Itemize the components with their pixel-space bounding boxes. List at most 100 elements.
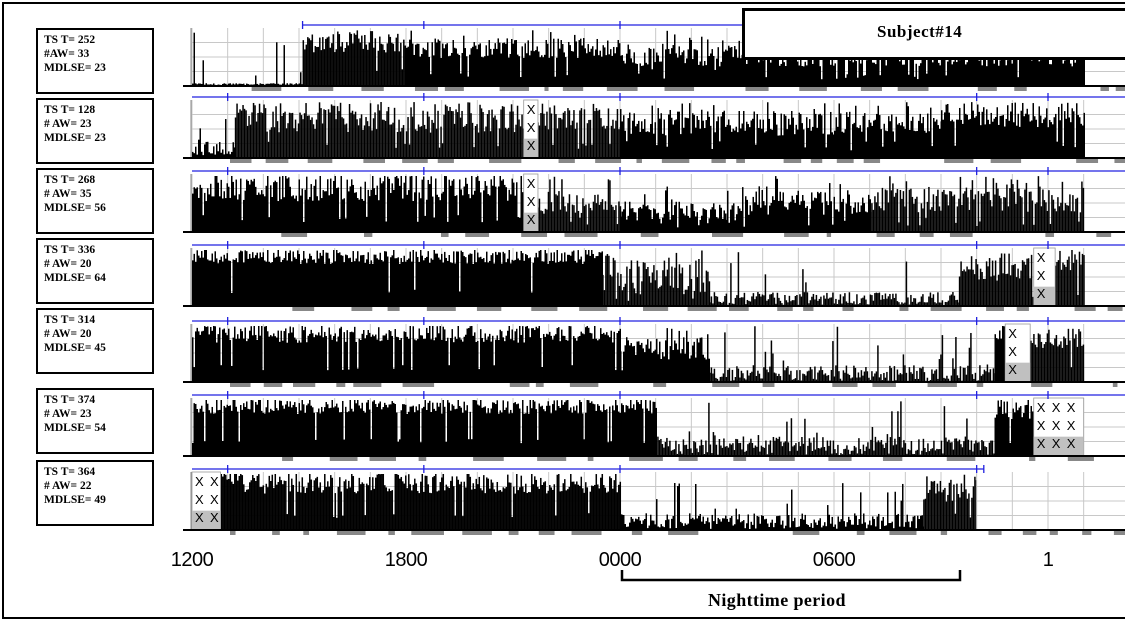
activity-bar: [899, 189, 902, 232]
activity-bar: [351, 179, 353, 232]
activity-bar: [420, 481, 422, 530]
activity-bar: [816, 524, 818, 530]
activity-bar: [443, 48, 445, 86]
sleep-marker: [863, 159, 881, 163]
activity-bar: [741, 449, 743, 456]
activity-bar: [860, 205, 862, 232]
activity-bar: [358, 477, 361, 530]
activity-bar: [271, 83, 273, 86]
activity-bar: [882, 516, 884, 530]
activity-bar: [942, 119, 944, 158]
activity-bar: [666, 186, 668, 232]
activity-bar: [704, 291, 706, 306]
activity-bar: [671, 117, 673, 158]
activity-bar: [791, 110, 793, 158]
activity-bar: [864, 450, 866, 456]
sleep-marker: [832, 383, 858, 387]
activity-bar: [490, 408, 492, 456]
activity-bar: [268, 412, 270, 456]
activity-bar: [665, 340, 667, 382]
activity-bar: [289, 491, 292, 530]
activity-bar: [279, 476, 281, 530]
activity-bar: [839, 521, 841, 530]
activity-bar: [965, 374, 968, 382]
activity-bar: [274, 474, 277, 530]
activity-bar: [824, 522, 826, 530]
activity-bar: [761, 56, 763, 86]
activity-bar: [920, 515, 922, 530]
activity-bar: [871, 203, 873, 232]
activity-bar: [304, 258, 306, 306]
activity-bar: [442, 43, 444, 86]
activity-bar: [647, 266, 649, 306]
activity-bar: [620, 216, 622, 232]
sleep-marker: [736, 159, 745, 163]
activity-bar: [693, 341, 695, 382]
activity-bar: [666, 146, 668, 158]
activity-bar: [324, 191, 326, 232]
activity-bar: [672, 124, 674, 158]
activity-bar: [726, 50, 728, 86]
activity-bar: [485, 126, 487, 158]
activity-bar: [469, 253, 471, 306]
activity-bar: [791, 60, 793, 86]
activity-bar: [273, 127, 276, 158]
activity-bar: [267, 83, 269, 86]
activity-bar: [1006, 184, 1008, 232]
activity-bar: [960, 444, 962, 456]
activity-bar: [580, 38, 582, 86]
activity-bar: [771, 519, 773, 530]
activity-bar: [325, 336, 327, 382]
activity-bar: [592, 403, 594, 456]
activity-bar: [1025, 113, 1027, 158]
activity-bar: [238, 83, 240, 86]
activity-bar: [874, 373, 876, 382]
activity-bar: [642, 65, 644, 86]
activity-bar: [594, 404, 596, 456]
activity-bar: [586, 123, 589, 158]
activity-bar: [825, 526, 827, 530]
activity-bar: [345, 123, 348, 158]
activity-bar: [873, 450, 875, 456]
activity-bar: [978, 279, 980, 306]
activity-bar: [750, 52, 752, 86]
activity-bar: [882, 444, 884, 456]
activity-bar: [1066, 344, 1068, 382]
activity-bar: [1031, 120, 1033, 158]
activity-bar: [830, 523, 832, 530]
activity-bar: [226, 153, 228, 158]
activity-bar: [950, 294, 953, 306]
activity-bar: [494, 43, 496, 86]
activity-bar: [660, 113, 662, 158]
activity-bar: [874, 436, 877, 456]
activity-bar: [893, 196, 896, 232]
activity-bar: [240, 178, 242, 232]
activity-bar: [776, 516, 778, 530]
activity-bar: [333, 180, 335, 232]
activity-bar: [916, 303, 918, 306]
activity-bar: [773, 111, 775, 158]
activity-bar: [262, 412, 264, 456]
activity-bar: [661, 444, 664, 456]
activity-bar: [1058, 344, 1061, 382]
activity-bar: [571, 251, 573, 306]
activity-bar: [352, 332, 354, 382]
activity-bar: [579, 110, 581, 158]
activity-bar: [463, 256, 465, 306]
activity-bar: [505, 335, 507, 382]
activity-bar: [781, 200, 783, 232]
activity-bar: [436, 194, 438, 232]
activity-bar: [399, 439, 401, 456]
activity-bar: [502, 337, 504, 382]
activity-bar: [609, 274, 612, 306]
activity-bar: [321, 123, 324, 158]
sleep-marker: [473, 457, 504, 461]
activity-bar: [438, 490, 440, 530]
activity-bar: [595, 338, 597, 382]
activity-bar: [632, 120, 634, 158]
activity-bar: [1040, 206, 1043, 232]
activity-bar: [329, 47, 332, 86]
activity-bar: [273, 182, 275, 232]
activity-bar: [435, 337, 437, 382]
activity-bar: [1018, 278, 1021, 306]
